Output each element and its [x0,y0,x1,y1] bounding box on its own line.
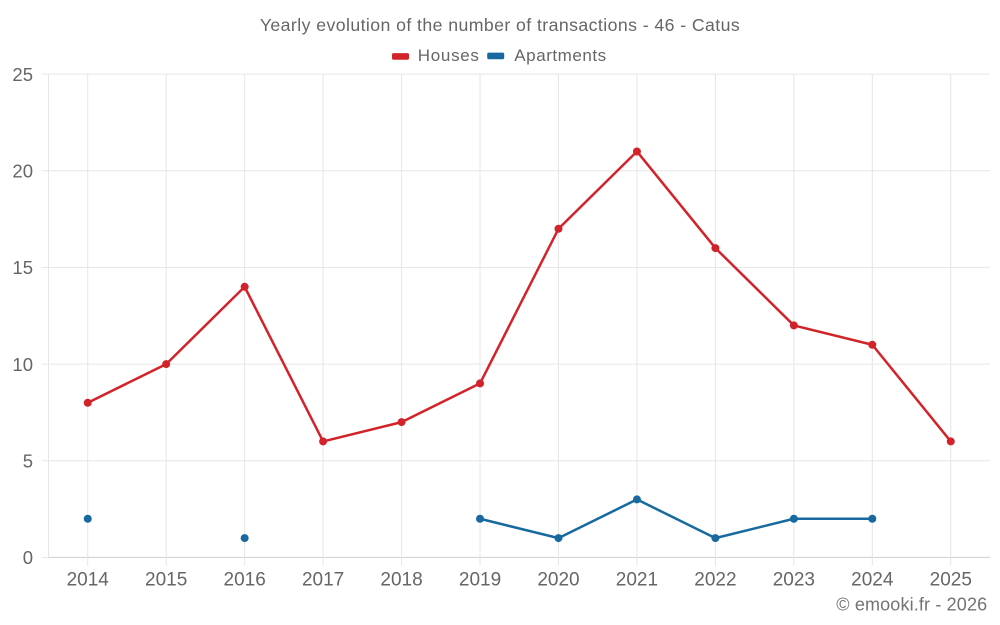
svg-text:2015: 2015 [145,570,187,591]
svg-text:2018: 2018 [380,570,422,591]
svg-text:2022: 2022 [694,570,736,591]
svg-text:15: 15 [12,257,33,278]
svg-text:2021: 2021 [616,570,658,591]
svg-text:0: 0 [23,547,33,568]
svg-text:2017: 2017 [302,570,344,591]
svg-text:© emooki.fr - 2026: © emooki.fr - 2026 [836,595,987,615]
svg-text:2023: 2023 [773,570,815,591]
svg-text:10: 10 [12,354,33,375]
svg-text:Yearly evolution of the number: Yearly evolution of the number of transa… [260,15,740,35]
svg-text:2020: 2020 [537,570,579,591]
svg-text:2025: 2025 [930,570,972,591]
svg-text:2014: 2014 [67,570,110,591]
svg-text:5: 5 [23,451,33,472]
svg-text:2016: 2016 [224,570,266,591]
svg-text:2024: 2024 [851,570,894,591]
svg-text:Apartments: Apartments [514,46,606,65]
svg-text:20: 20 [12,161,33,182]
svg-text:Houses: Houses [418,46,480,65]
svg-text:2019: 2019 [459,570,501,591]
svg-text:25: 25 [12,64,33,85]
